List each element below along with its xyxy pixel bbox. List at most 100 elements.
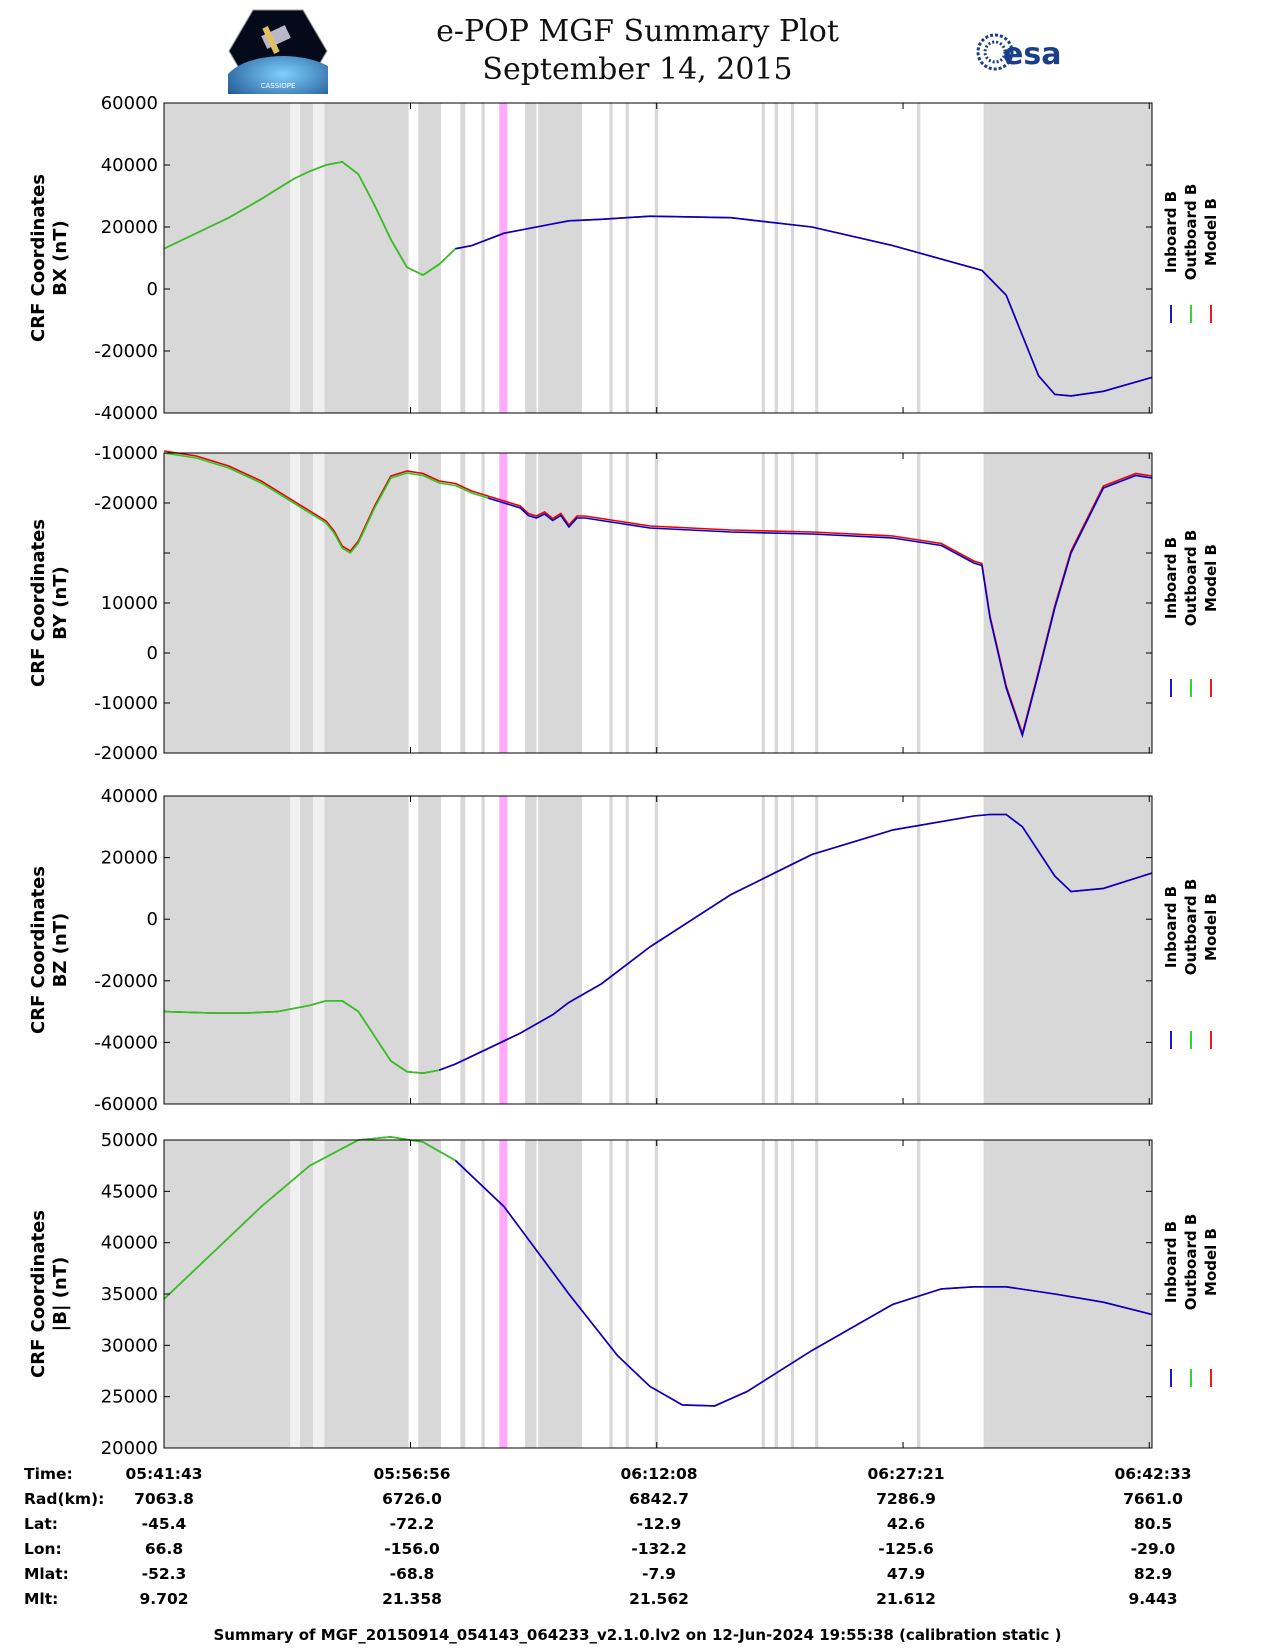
ytick-label-bz-1: -40000 [94, 1032, 158, 1053]
ytick-label-bz-2: -20000 [94, 971, 158, 992]
band-btotal-1 [290, 1140, 301, 1448]
band-bz-0 [164, 796, 291, 1104]
orbit-c0-mlt: 9.702 [139, 1590, 189, 1608]
ytick-label-bz-3: 0 [147, 909, 158, 930]
band-bx-8 [499, 103, 508, 413]
panel-bx: -40000 -20000 0 20000 40000 60000 CRF Coordina… [28, 93, 1220, 424]
band-by-16 [790, 453, 795, 753]
band-bz-14 [761, 796, 765, 1104]
band-bz-15 [774, 796, 778, 1104]
band-bx-1 [290, 103, 301, 413]
ylabel-line-btotal-0: CRF Coordinates [28, 1210, 49, 1378]
ytick-label-btotal-3: 35000 [101, 1284, 158, 1305]
band-btotal-18 [917, 1140, 921, 1448]
orbit-label-mlat: Mlat: [24, 1565, 69, 1583]
frame-bx [163, 102, 1153, 414]
band-btotal-11 [609, 1140, 613, 1448]
ytick-label-bz-4: 20000 [101, 848, 158, 869]
ytick-label-bx-0: -40000 [94, 403, 158, 424]
orbit-c4-rad: 7661.0 [1123, 1490, 1183, 1508]
band-btotal-14 [761, 1140, 765, 1448]
band-by-2 [300, 453, 314, 753]
orbit-c3-lat: 42.6 [886, 1515, 926, 1533]
ytick-label-btotal-6: 50000 [101, 1130, 158, 1151]
band-by-0 [164, 453, 291, 753]
series-outboard-btotal [163, 1136, 456, 1300]
band-bx-10 [538, 103, 582, 413]
band-by-14 [761, 453, 765, 753]
series-inboard-bx [455, 215, 1153, 397]
orbit-label-time: Time: [24, 1465, 73, 1483]
legend-label-bz-1: Outboard B [1182, 879, 1200, 976]
orbit-c4-lon: -29.0 [1130, 1540, 1176, 1558]
ylabel-bx: CRF CoordinatesBX (nT) [28, 174, 71, 342]
legend-label-bx-0: Inboard B [1162, 191, 1180, 273]
ytick-label-btotal-5: 45000 [101, 1181, 158, 1202]
orbit-c3-mlat: 47.9 [886, 1565, 926, 1583]
band-btotal-8 [499, 1140, 508, 1448]
orbit-c1-lat: -72.2 [389, 1515, 435, 1533]
band-by-9 [525, 453, 537, 753]
orbit-label-lon: Lon: [24, 1540, 62, 1558]
ylabel-by: CRF CoordinatesBY (nT) [28, 519, 71, 687]
orbit-c3-lon: -125.6 [878, 1540, 934, 1558]
orbit-c2-mlat: -7.9 [642, 1565, 676, 1583]
orbit-c1-time: 05:56:56 [373, 1465, 451, 1483]
orbit-c1-lon: -156.0 [384, 1540, 440, 1558]
orbit-c3-mlt: 21.612 [876, 1590, 936, 1608]
band-bx-18 [917, 103, 921, 413]
ytick-label-bz-5: 40000 [101, 786, 158, 807]
orbit-c4-lat: 80.5 [1133, 1515, 1173, 1533]
legend-label-bz-0: Inboard B [1162, 886, 1180, 968]
orbit-label-lat: Lat: [24, 1515, 58, 1533]
orbit-c2-lat: -12.9 [636, 1515, 682, 1533]
band-bz-4 [324, 796, 409, 1104]
band-bz-10 [538, 796, 582, 1104]
orbit-c2-time: 06:12:08 [620, 1465, 698, 1483]
band-btotal-9 [525, 1140, 537, 1448]
ylabel-line-by-1: BY (nT) [50, 566, 71, 640]
ylabel-line-bx-0: CRF Coordinates [28, 174, 49, 342]
ytick-label-btotal-1: 25000 [101, 1387, 158, 1408]
orbit-c0-mlat: -52.3 [141, 1565, 187, 1583]
band-by-10 [538, 453, 582, 753]
orbit-c4-mlt: 9.443 [1128, 1590, 1178, 1608]
band-btotal-2 [300, 1140, 314, 1448]
band-btotal-19 [983, 1140, 989, 1448]
legend-label-by-1: Outboard B [1182, 530, 1200, 627]
ylabel-bz: CRF CoordinatesBZ (nT) [28, 866, 71, 1034]
orbit-label-rad: Rad(km): [24, 1490, 105, 1508]
series-outboard-bz [163, 999, 440, 1075]
band-by-1 [290, 453, 301, 753]
legend-label-bx-1: Outboard B [1182, 184, 1200, 281]
orbit-label-mlt: Mlt: [24, 1590, 59, 1608]
band-bx-2 [300, 103, 314, 413]
ytick-label-bx-4: 40000 [101, 155, 158, 176]
band-bx-19 [983, 103, 989, 413]
band-bx-6 [460, 103, 466, 413]
band-bx-14 [761, 103, 765, 413]
band-btotal-15 [774, 1140, 778, 1448]
orbit-c1-mlat: -68.8 [389, 1565, 435, 1583]
series-outboard-by [163, 452, 489, 555]
band-btotal-3 [313, 1140, 325, 1448]
orbit-c4-time: 06:42:33 [1114, 1465, 1192, 1483]
band-bz-5 [418, 796, 441, 1104]
band-bz-16 [790, 796, 795, 1104]
band-bz-13 [654, 796, 658, 1104]
band-by-17 [815, 453, 819, 753]
frame-bz [163, 795, 1153, 1105]
orbit-c0-time: 05:41:43 [125, 1465, 203, 1483]
orbit-c2-mlt: 21.562 [629, 1590, 689, 1608]
band-bx-17 [815, 103, 819, 413]
ylabel-line-bz-1: BZ (nT) [50, 913, 71, 988]
legend-label-btotal-0: Inboard B [1162, 1221, 1180, 1303]
band-by-13 [654, 453, 658, 753]
esa-logo-icon: esa [976, 33, 1061, 72]
panel-bz: -60000 -40000 -20000 0 20000 40000 CRF Coordin… [28, 786, 1220, 1115]
band-by-3 [313, 453, 325, 753]
band-bx-0 [164, 103, 291, 413]
ytick-label-by-6: -10000 [94, 443, 158, 464]
band-btotal-0 [164, 1140, 291, 1448]
